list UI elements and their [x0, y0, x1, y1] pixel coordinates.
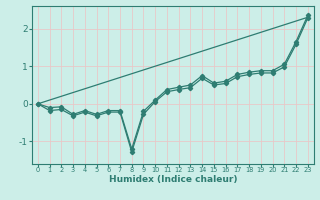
X-axis label: Humidex (Indice chaleur): Humidex (Indice chaleur): [108, 175, 237, 184]
